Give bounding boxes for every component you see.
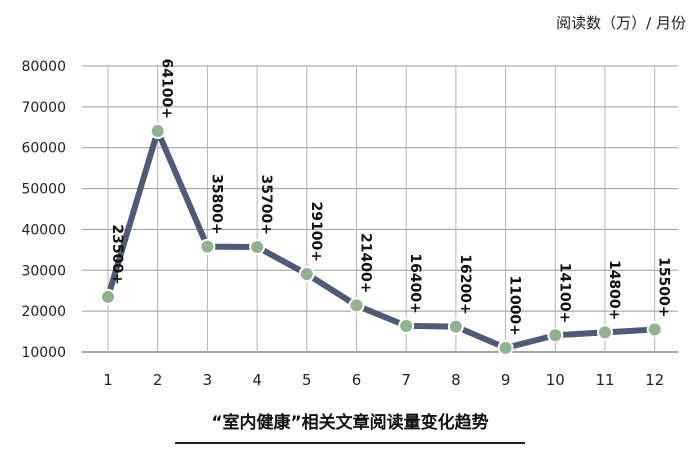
data-point bbox=[149, 122, 166, 139]
x-tick-label: 6 bbox=[352, 371, 362, 389]
series-line bbox=[105, 127, 658, 351]
data-point bbox=[398, 317, 415, 334]
x-tick-label: 3 bbox=[203, 371, 213, 389]
data-point bbox=[249, 238, 266, 255]
y-tick-label: 20000 bbox=[21, 304, 66, 320]
x-tick-label: 10 bbox=[546, 371, 565, 389]
data-point bbox=[100, 288, 116, 305]
data-point bbox=[298, 265, 315, 282]
x-tick-label: 7 bbox=[401, 371, 411, 389]
data-label: 16400+ bbox=[407, 253, 423, 313]
data-label: 11000+ bbox=[507, 275, 523, 335]
data-label: 15500+ bbox=[656, 257, 672, 317]
line-chart: 10000 20000 30000 40000 50000 60000 70000 80000… bbox=[21, 59, 678, 389]
y-unit-label: 阅读数（万）/ 月份 bbox=[556, 14, 686, 32]
data-label: 14800+ bbox=[606, 260, 622, 320]
title-underline bbox=[175, 442, 525, 444]
data-point bbox=[348, 297, 365, 314]
x-tick-label: 8 bbox=[451, 371, 461, 389]
y-tick-label: 40000 bbox=[21, 222, 66, 238]
data-label: 64100+ bbox=[159, 59, 175, 119]
x-tick-label: 5 bbox=[302, 371, 312, 389]
data-point bbox=[447, 318, 464, 335]
data-label: 16200+ bbox=[457, 254, 473, 314]
y-tick-label: 30000 bbox=[21, 263, 66, 279]
x-tick-label: 12 bbox=[645, 371, 664, 389]
y-tick-label: 50000 bbox=[21, 182, 66, 198]
y-tick-label: 80000 bbox=[21, 59, 66, 75]
x-tick-label: 2 bbox=[153, 371, 163, 389]
x-tick-label: 9 bbox=[501, 371, 511, 389]
data-point bbox=[199, 238, 216, 255]
x-tick-label: 1 bbox=[103, 371, 113, 389]
data-point bbox=[646, 321, 663, 338]
data-label: 35700+ bbox=[258, 175, 274, 235]
chart-title: “室内健康”相关文章阅读量变化趋势 bbox=[211, 413, 489, 433]
data-label: 21400+ bbox=[358, 233, 374, 293]
data-label: 23500+ bbox=[109, 224, 125, 284]
x-tick-label: 4 bbox=[252, 371, 262, 389]
y-tick-label: 60000 bbox=[21, 141, 66, 157]
data-label: 29100+ bbox=[308, 202, 324, 262]
data-point bbox=[497, 339, 514, 356]
x-tick-label: 11 bbox=[595, 371, 614, 389]
data-label: 14100+ bbox=[556, 263, 572, 323]
y-tick-label: 10000 bbox=[21, 345, 66, 361]
y-tick-label: 70000 bbox=[21, 100, 66, 116]
data-label: 35800+ bbox=[208, 174, 224, 234]
data-point bbox=[547, 327, 564, 344]
data-point bbox=[597, 324, 613, 341]
